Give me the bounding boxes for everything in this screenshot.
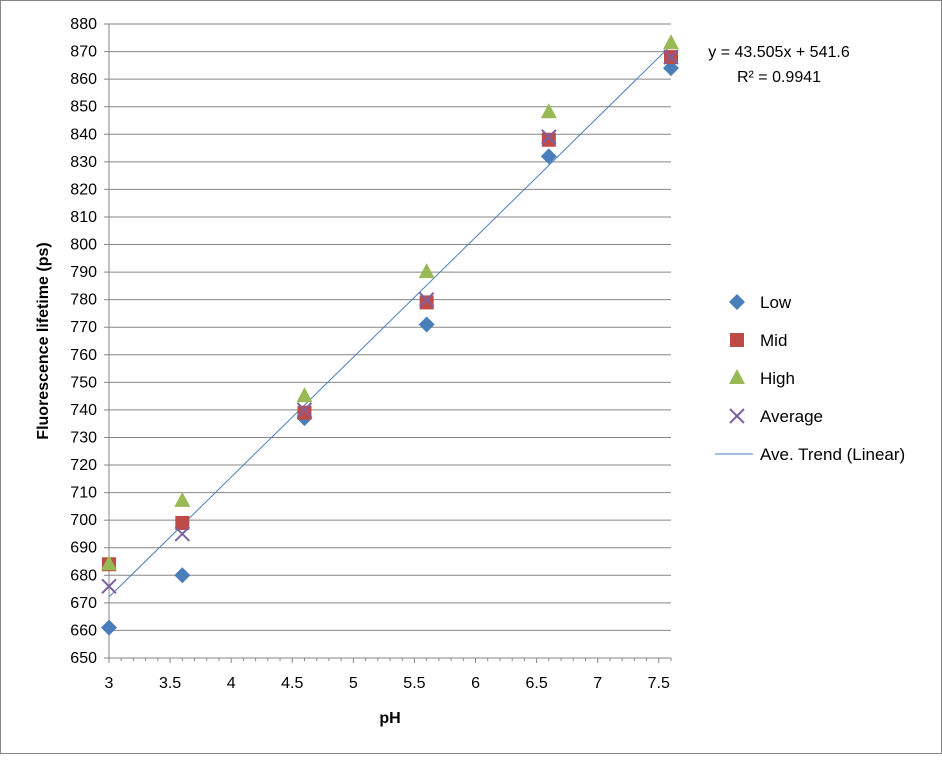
y-tick-label: 840 — [70, 126, 97, 143]
point-high — [663, 34, 679, 50]
point-low — [101, 619, 117, 636]
legend-marker-average — [729, 408, 745, 424]
x-tick-label: 4.5 — [281, 675, 303, 692]
point-average — [541, 129, 557, 145]
x-tick-label: 7.5 — [648, 675, 670, 692]
point-average — [663, 49, 679, 65]
y-tick-label: 800 — [70, 237, 97, 254]
point-mid — [297, 405, 312, 420]
point-average — [296, 402, 313, 418]
point-low — [174, 567, 191, 584]
point-high — [101, 555, 117, 571]
point-high — [174, 491, 191, 507]
trendline — [108, 45, 672, 598]
y-tick-label: 850 — [70, 99, 97, 116]
point-average — [174, 526, 191, 542]
y-tick-label: 830 — [70, 154, 97, 171]
x-tick-label: 5 — [349, 675, 358, 692]
y-tick-label: 740 — [70, 402, 97, 419]
y-tick-label: 760 — [70, 347, 97, 364]
legend-label-high: High — [760, 369, 795, 388]
point-mid — [419, 295, 434, 310]
y-tick-label: 690 — [70, 540, 97, 557]
y-tick-label: 810 — [70, 209, 97, 226]
legend-marker-mid — [730, 333, 744, 347]
legend-label-low: Low — [760, 293, 792, 312]
x-tick-label: 6 — [471, 675, 480, 692]
point-mid — [175, 515, 190, 530]
y-tick-label: 790 — [70, 264, 97, 281]
x-tick-label: 6.5 — [525, 675, 547, 692]
trend-r-squared: R² = 0.9941 — [737, 69, 821, 86]
trend-equation: y = 43.505x + 541.6 — [708, 44, 850, 61]
y-tick-label: 880 — [70, 16, 97, 33]
y-tick-label: 670 — [70, 595, 97, 612]
legend-label-trendline: Ave. Trend (Linear) — [760, 445, 905, 464]
y-tick-label: 870 — [70, 44, 97, 61]
x-tick-label: 4 — [227, 675, 236, 692]
y-tick-label: 660 — [70, 622, 97, 639]
legend-marker-high — [729, 369, 745, 384]
point-high — [418, 263, 435, 279]
y-tick-label: 720 — [70, 457, 97, 474]
x-tick-label: 7 — [593, 675, 602, 692]
y-tick-label: 770 — [70, 319, 97, 336]
point-average — [418, 291, 435, 308]
point-low — [418, 316, 435, 333]
x-tick-label: 5.5 — [403, 675, 425, 692]
y-tick-label: 750 — [70, 374, 97, 391]
legend-marker-low — [729, 294, 745, 310]
y-tick-label: 780 — [70, 292, 97, 309]
point-low — [540, 148, 557, 165]
y-tick-label: 700 — [70, 512, 97, 529]
y-tick-label: 860 — [70, 71, 97, 88]
y-axis-label: Fluorescence lifetime (ps) — [35, 242, 52, 439]
x-tick-label: 3.5 — [159, 675, 181, 692]
point-mid — [541, 132, 556, 147]
x-tick-label: 3 — [105, 675, 114, 692]
y-tick-label: 710 — [70, 485, 97, 502]
y-tick-label: 820 — [70, 181, 97, 198]
point-low — [663, 60, 679, 77]
y-tick-label: 650 — [70, 650, 97, 667]
x-axis-label: pH — [379, 710, 400, 727]
legend-label-mid: Mid — [760, 331, 787, 350]
legend-label-average: Average — [760, 407, 823, 426]
point-high — [540, 103, 557, 119]
y-tick-label: 680 — [70, 567, 97, 584]
legend: Low Mid High Average Ave. Trend (Linear) — [715, 293, 905, 464]
point-high — [296, 387, 313, 403]
point-average — [101, 578, 117, 595]
y-tick-label: 730 — [70, 429, 97, 446]
